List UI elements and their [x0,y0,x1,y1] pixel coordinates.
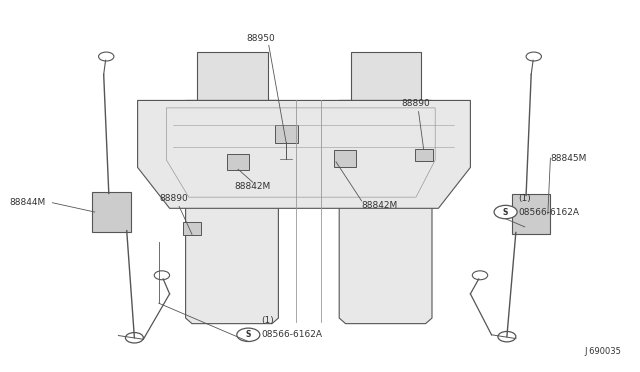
Text: (1): (1) [518,194,531,203]
Text: 88842M: 88842M [362,201,398,210]
Text: 88890: 88890 [160,194,188,203]
Text: 08566-6162A: 08566-6162A [518,208,579,217]
Polygon shape [197,52,268,100]
Text: S: S [246,330,251,339]
Text: S: S [503,208,508,217]
FancyBboxPatch shape [92,192,131,232]
FancyBboxPatch shape [415,149,433,161]
Polygon shape [138,100,470,208]
Circle shape [237,328,260,341]
Polygon shape [351,52,421,100]
Text: 88844M: 88844M [10,198,46,207]
Text: 08566-6162A: 08566-6162A [261,330,322,339]
FancyBboxPatch shape [183,222,201,235]
Text: 88845M: 88845M [550,154,587,163]
Circle shape [526,52,541,61]
Text: 88890: 88890 [402,99,430,108]
Circle shape [154,271,170,280]
FancyBboxPatch shape [334,150,356,167]
Circle shape [494,205,517,219]
Polygon shape [339,100,432,324]
FancyBboxPatch shape [275,125,298,143]
Circle shape [125,333,143,343]
Text: (1): (1) [261,316,274,325]
Text: 88842M: 88842M [235,182,271,191]
Text: 88950: 88950 [247,34,275,43]
Circle shape [498,331,516,342]
Circle shape [99,52,114,61]
Text: J 690035: J 690035 [584,347,621,356]
Circle shape [472,271,488,280]
Polygon shape [186,100,278,324]
FancyBboxPatch shape [227,154,249,170]
FancyBboxPatch shape [512,194,550,234]
